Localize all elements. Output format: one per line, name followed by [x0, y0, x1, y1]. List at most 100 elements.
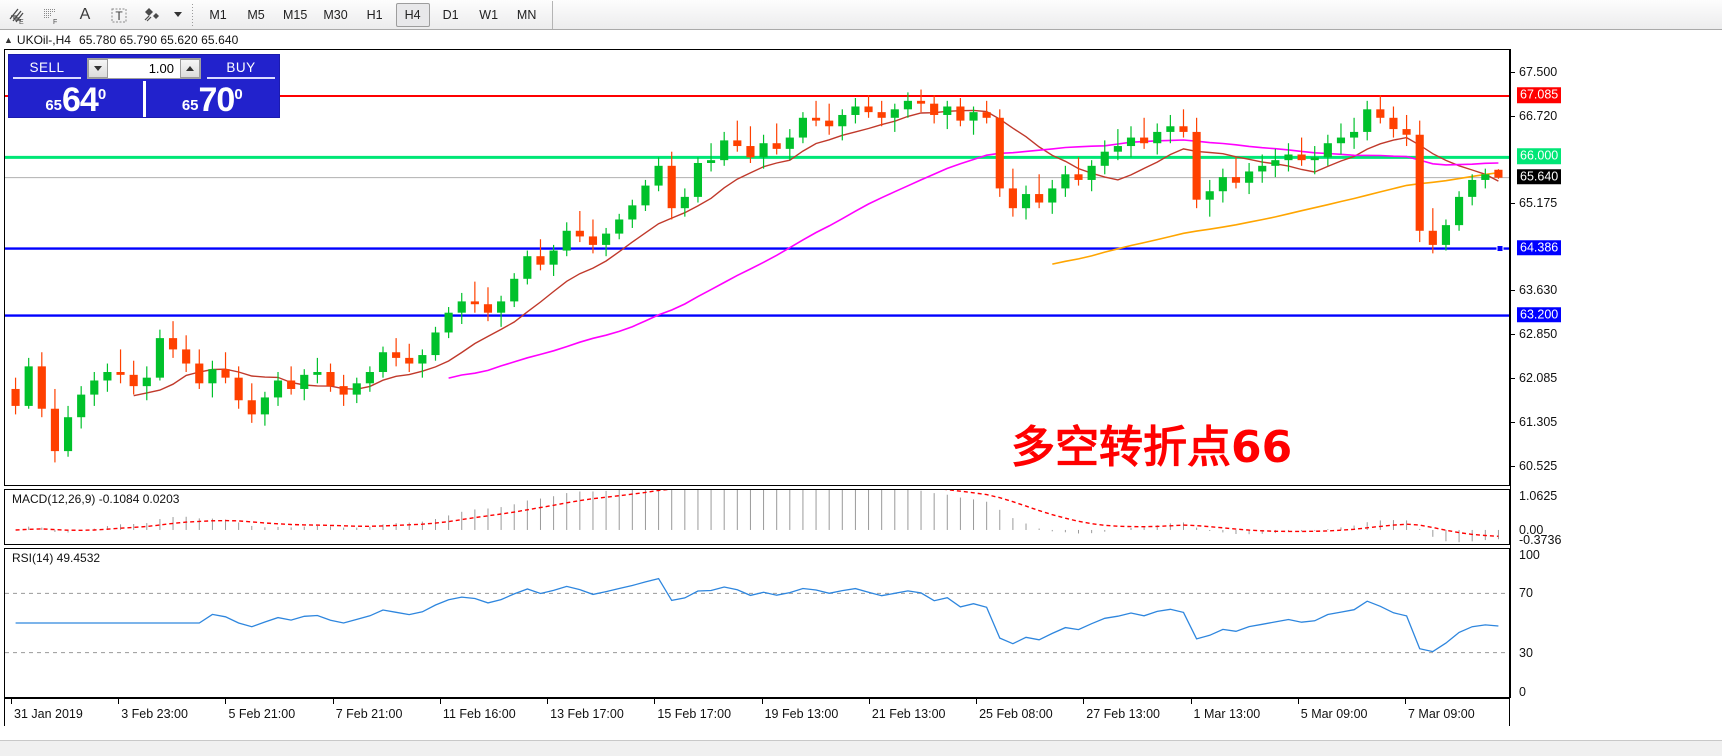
one-click-trading-panel[interactable]: SELL 1.00 BUY 65 64 0 65 70 0 — [8, 54, 280, 118]
price-scale-tick — [1510, 290, 1515, 292]
buy-button[interactable]: BUY — [207, 58, 275, 79]
rsi-indicator-pane[interactable]: RSI(14) 49.4532 — [4, 548, 1510, 698]
chart-collapse-arrow-icon[interactable]: ▲ — [4, 35, 13, 45]
svg-text:F: F — [53, 19, 57, 25]
buy-price-display[interactable]: 65 70 0 — [142, 81, 280, 120]
buy-price-fraction: 0 — [234, 86, 243, 103]
time-axis-label: 31 Jan 2019 — [14, 707, 83, 721]
expert-advisor-icon[interactable]: E — [0, 1, 34, 29]
timeframe-mn[interactable]: MN — [516, 7, 537, 22]
macd-indicator-pane[interactable]: MACD(12,26,9) -0.1084 0.0203 — [4, 489, 1510, 545]
price-scale-label: 62.850 — [1519, 327, 1558, 342]
volume-value[interactable]: 1.00 — [148, 61, 174, 76]
sell-price-fraction: 0 — [97, 86, 107, 103]
price-scale-tick — [1510, 71, 1515, 73]
time-axis-label: 1 Mar 13:00 — [1193, 707, 1261, 721]
price-scale-label: 62.085 — [1519, 370, 1558, 385]
time-axis-tick — [225, 699, 227, 704]
indicators-list-icon[interactable]: F — [34, 1, 68, 29]
text-object-icon[interactable]: T — [102, 1, 136, 29]
time-axis-tick — [976, 699, 978, 704]
price-scale-tick — [1510, 377, 1515, 379]
timeframe-d1[interactable]: D1 — [442, 7, 459, 22]
buy-price-main: 70 — [198, 81, 236, 120]
timeframe-m30[interactable]: M30 — [323, 7, 348, 22]
svg-text:T: T — [115, 9, 123, 23]
price-tag-pivot-line[interactable]: 66.000 — [1517, 148, 1562, 165]
time-axis-label: 15 Feb 17:00 — [657, 707, 732, 721]
price-tag-last-price[interactable]: 65.640 — [1517, 168, 1562, 185]
time-axis-tick — [868, 699, 870, 704]
toolbar-end-separator — [551, 0, 553, 29]
price-scale-label: 67.500 — [1519, 64, 1558, 79]
time-axis-label: 25 Feb 08:00 — [979, 707, 1053, 721]
price-scale-tick — [1510, 465, 1515, 467]
rsi-scale-label: 70 — [1519, 586, 1533, 601]
time-axis[interactable]: 31 Jan 2019 3 Feb 23:00 5 Feb 21:00 7 Feb 2… — [4, 698, 1510, 726]
time-axis-label: 5 Feb 21:00 — [228, 707, 296, 721]
time-axis-label: 21 Feb 13:00 — [871, 707, 946, 721]
price-scale-label: 66.720 — [1519, 108, 1558, 123]
volume-stepper[interactable]: 1.00 — [87, 58, 201, 79]
main-toolbar: E F A T — [0, 0, 1722, 30]
time-axis-tick — [1190, 699, 1192, 704]
trade-panel-prices: 65 64 0 65 70 0 — [9, 81, 279, 117]
symbol-name: UKOil-,H4 — [16, 33, 71, 47]
time-axis-label: 27 Feb 13:00 — [1086, 707, 1160, 721]
price-scale-tick — [1510, 115, 1515, 117]
sell-price-display[interactable]: 65 64 0 — [9, 81, 143, 117]
time-axis-tick — [118, 699, 120, 704]
timeframe-group: M1 M5 M15 M30 H1 H4 D1 W1 MN — [199, 2, 546, 27]
objects-dropdown-caret-icon[interactable] — [170, 1, 186, 29]
rsi-graphics — [5, 577, 1509, 654]
rsi-scale-label: 30 — [1519, 645, 1533, 660]
time-axis-tick — [1297, 699, 1299, 704]
sell-price-prefix: 65 — [45, 97, 62, 114]
price-tag-support-line[interactable]: 64.386 — [1517, 239, 1562, 256]
time-axis-tick — [654, 699, 656, 704]
macd-graphics — [15, 490, 1499, 543]
sell-button[interactable]: SELL — [13, 58, 81, 79]
price-scale-label: 60.525 — [1519, 458, 1558, 473]
macd-scale-label: 1.0625 — [1519, 488, 1558, 503]
price-scale-label: 63.630 — [1519, 282, 1558, 297]
text-label-icon[interactable]: A — [79, 5, 91, 23]
time-axis-tick — [1405, 699, 1406, 704]
volume-increase-icon[interactable] — [180, 59, 200, 78]
time-axis-label: 19 Feb 13:00 — [764, 707, 839, 721]
macd-scale-label: -0.3736 — [1519, 532, 1562, 547]
timeframe-m5[interactable]: M5 — [247, 7, 265, 22]
svg-text:E: E — [19, 19, 24, 25]
price-tag-resistance-line[interactable]: 67.085 — [1517, 87, 1562, 103]
time-axis-label: 11 Feb 16:00 — [442, 707, 516, 721]
time-axis-tick — [1083, 699, 1085, 704]
time-axis-tick — [439, 699, 441, 704]
timeframe-h4[interactable]: H4 — [395, 2, 430, 27]
symbol-ohlc-values: 65.780 65.790 65.620 65.640 — [78, 33, 239, 47]
time-axis-tick — [761, 699, 763, 704]
volume-decrease-icon[interactable] — [88, 59, 108, 78]
time-axis-label: 3 Feb 23:00 — [121, 707, 188, 721]
time-axis-tick — [547, 699, 549, 704]
price-scale-tick — [1510, 421, 1515, 423]
price-scale-tick — [1510, 202, 1515, 204]
timeframe-w1[interactable]: W1 — [479, 7, 499, 22]
price-tag-support-line[interactable]: 63.200 — [1517, 306, 1562, 323]
price-scale-label: 61.305 — [1519, 414, 1558, 429]
timeframe-h1[interactable]: H1 — [366, 7, 383, 22]
timeframe-m15[interactable]: M15 — [283, 7, 308, 22]
rsi-label: RSI(14) 49.4532 — [10, 551, 103, 565]
rsi-scale-label: 0 — [1519, 684, 1526, 699]
price-scale-label: 65.175 — [1519, 195, 1558, 210]
symbol-info-bar: ▲ UKOil-,H4 65.780 65.790 65.620 65.640 — [0, 31, 1722, 49]
price-scale-axis-line — [1510, 49, 1511, 698]
trade-panel-top-row: SELL 1.00 BUY — [9, 55, 279, 81]
objects-icon[interactable] — [136, 1, 170, 29]
macd-label: MACD(12,26,9) -0.1084 0.0203 — [10, 492, 182, 506]
buy-price-prefix: 65 — [181, 97, 199, 114]
time-axis-label: 7 Mar 09:00 — [1408, 707, 1475, 721]
rsi-scale-label: 100 — [1519, 547, 1540, 562]
timeframe-m1[interactable]: M1 — [209, 7, 227, 22]
price-scale[interactable]: 67.500 66.720 65.175 63.630 62.850 62.085 61.3… — [1510, 49, 1718, 698]
time-axis-label: 13 Feb 17:00 — [550, 707, 624, 721]
